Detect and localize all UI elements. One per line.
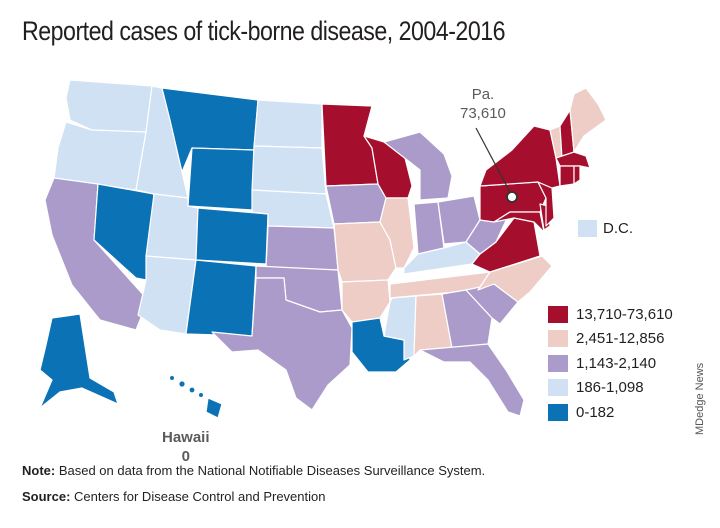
pa-callout-line <box>475 127 513 197</box>
state-ME <box>569 87 607 153</box>
page-title: Reported cases of tick-borne disease, 20… <box>22 16 506 46</box>
hawaii-callout-value: 0 <box>181 448 190 465</box>
state-WA <box>65 79 153 133</box>
state-HI <box>168 374 223 419</box>
state-TX <box>211 277 353 411</box>
legend-label: 2,451-12,856 <box>576 330 665 348</box>
state-MI <box>383 131 453 201</box>
state-MD <box>493 211 545 233</box>
state-KS <box>265 225 339 271</box>
state-NM <box>185 259 257 337</box>
legend-label: 186-1,098 <box>576 379 644 397</box>
legend-label: 13,710-73,610 <box>576 305 673 323</box>
legend-swatch <box>548 330 568 348</box>
source-text: Centers for Disease Control and Preventi… <box>70 489 326 504</box>
hawaii-callout: Hawaii 0 <box>162 428 210 466</box>
state-AR <box>341 279 391 323</box>
legend-swatch <box>548 379 568 397</box>
state-GA <box>441 289 493 349</box>
dc-label: D.C. <box>603 220 633 237</box>
state-FL <box>419 343 525 417</box>
note: Note: Based on data from the National No… <box>22 463 485 478</box>
legend-label: 1,143-2,140 <box>576 354 657 372</box>
legend-item: 2,451-12,856 <box>548 327 673 352</box>
state-LA <box>351 317 411 373</box>
dc-legend: D.C. <box>578 220 633 237</box>
state-IL <box>379 197 415 269</box>
state-RI <box>573 165 581 185</box>
note-text: Based on data from the National Notifiab… <box>55 463 486 478</box>
pa-callout-value: 73,610 <box>460 105 506 122</box>
legend-swatch <box>548 305 568 323</box>
state-WY <box>187 147 255 211</box>
legend-item: 186-1,098 <box>548 376 673 401</box>
legend: 13,710-73,610 2,451-12,856 1,143-2,140 1… <box>548 302 673 425</box>
legend-label: 0-182 <box>576 403 615 421</box>
note-label: Note: <box>22 463 56 478</box>
state-AK <box>39 313 119 409</box>
credit-text: MDedge News <box>694 362 706 435</box>
dc-swatch <box>578 220 597 237</box>
legend-item: 1,143-2,140 <box>548 351 673 376</box>
pa-callout: Pa. 73,610 <box>460 85 506 123</box>
source: Source: Centers for Disease Control and … <box>22 489 325 504</box>
state-ND <box>253 99 323 149</box>
legend-swatch <box>548 354 568 372</box>
hawaii-callout-name: Hawaii <box>162 429 210 446</box>
legend-item: 13,710-73,610 <box>548 302 673 327</box>
pa-marker <box>506 191 518 203</box>
legend-item: 0-182 <box>548 400 673 425</box>
state-IA <box>325 183 387 225</box>
state-CT <box>559 165 575 187</box>
pa-callout-name: Pa. <box>471 86 495 103</box>
state-SD <box>251 145 327 195</box>
legend-swatch <box>548 403 568 421</box>
state-CO <box>195 207 269 265</box>
source-label: Source: <box>22 489 71 504</box>
